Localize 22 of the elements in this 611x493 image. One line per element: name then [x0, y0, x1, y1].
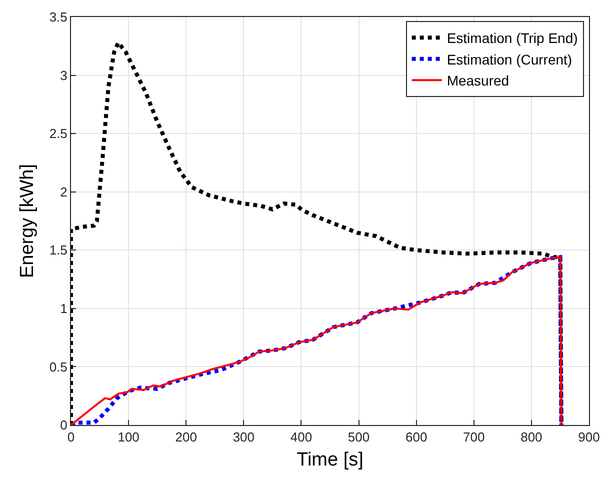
x-tick-label: 100 [118, 430, 140, 445]
x-tick-label: 200 [175, 430, 197, 445]
x-tick-label: 800 [520, 430, 542, 445]
x-axis-title: Time [s] [296, 449, 364, 470]
x-tick-label: 500 [348, 430, 370, 445]
y-tick-label: 0 [60, 418, 68, 433]
y-tick-label: 3 [60, 68, 68, 83]
y-axis-title: Energy [kWh] [17, 164, 38, 278]
x-tick-label: 400 [290, 430, 312, 445]
legend-label: Estimation (Current) [446, 51, 572, 68]
x-tick-label: 600 [405, 430, 428, 445]
y-tick-label: 2.5 [49, 126, 68, 142]
x-tick-label: 700 [463, 430, 485, 445]
x-tick-label: 300 [232, 430, 255, 445]
y-tick-label: 0.5 [49, 359, 68, 374]
legend-label: Estimation (Trip End) [446, 30, 578, 46]
y-tick-label: 2 [60, 184, 68, 200]
y-tick-label: 1 [60, 300, 68, 316]
y-tick-label: 1.5 [49, 242, 68, 258]
legend-label: Measured [446, 72, 510, 89]
x-tick-label: 900 [578, 430, 600, 445]
y-tick-label: 3.5 [49, 10, 68, 25]
